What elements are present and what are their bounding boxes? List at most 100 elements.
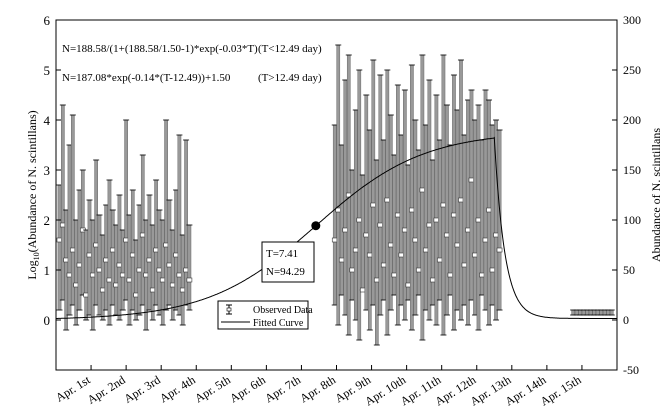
error-bar [371, 59, 376, 306]
error-bar [339, 144, 344, 296]
mean-marker [496, 247, 503, 253]
error-bar [101, 234, 105, 321]
data-point [186, 224, 193, 311]
error-bar [114, 224, 118, 316]
error-bar [406, 164, 411, 301]
y-left-tick-label: 6 [44, 13, 51, 28]
data-point [63, 209, 70, 331]
error-bar [130, 189, 135, 311]
x-tick-label: Apr. 2nd [85, 373, 128, 407]
y-left-tick-label: 1 [44, 263, 51, 278]
y-right-tick-label: 200 [623, 113, 641, 127]
error-bar [57, 184, 62, 311]
y-left-tick-label: 0 [44, 313, 51, 328]
data-point [493, 119, 500, 321]
error-bar [180, 234, 185, 326]
error-bar [154, 179, 158, 306]
x-tick-label: Apr. 15th [538, 373, 584, 409]
error-bar [378, 74, 383, 316]
error-bar [350, 169, 355, 301]
error-bar [364, 94, 369, 311]
inflection-point [311, 221, 321, 231]
error-bar [455, 109, 460, 311]
error-bar [462, 134, 467, 306]
error-bar [438, 139, 442, 301]
data-point [356, 69, 363, 341]
data-point [123, 119, 130, 301]
error-bar [571, 309, 575, 316]
y-left-tick-label: 5 [44, 63, 51, 78]
error-bar [434, 94, 439, 326]
data-point [405, 164, 412, 301]
error-bar [385, 69, 390, 336]
y-right-tick-label: 100 [623, 213, 641, 227]
data-point [608, 309, 615, 316]
data-point [496, 129, 503, 311]
error-bar [599, 309, 604, 316]
error-bar [157, 209, 162, 316]
error-bar [134, 239, 138, 321]
error-bar [483, 89, 488, 311]
error-bar [448, 144, 453, 296]
error-bar [137, 204, 142, 316]
error-bar [167, 199, 172, 306]
error-bar [332, 124, 337, 306]
error-bar [399, 134, 404, 306]
error-bar [353, 109, 358, 321]
error-bar [396, 84, 400, 326]
error-bar [413, 119, 418, 316]
error-bar [441, 54, 446, 336]
error-bar [476, 104, 481, 331]
error-bar [431, 159, 435, 306]
y-left-tick-label: 4 [44, 113, 51, 128]
data-point [394, 84, 401, 326]
data-point [443, 104, 450, 316]
error-bar [61, 104, 65, 301]
data-point [387, 114, 394, 311]
y-right-tick-label: 300 [623, 13, 641, 27]
error-bar [97, 214, 102, 316]
data-point [384, 69, 391, 336]
error-bar [170, 229, 175, 321]
data-point [486, 99, 493, 326]
error-bar [81, 169, 85, 296]
error-bar [473, 119, 477, 316]
y-left-tick-label: 3 [44, 163, 51, 178]
error-bar [187, 224, 192, 311]
error-bar [459, 59, 463, 321]
error-bar [410, 64, 414, 331]
error-bar [84, 229, 88, 321]
error-bar [111, 209, 115, 306]
x-tick-label: Apr. 7th [262, 373, 303, 406]
y-right-tick-label: -50 [623, 363, 639, 377]
data-point [143, 219, 150, 331]
data-point [422, 124, 429, 311]
data-point [380, 139, 387, 301]
error-bar [578, 309, 582, 316]
error-bar [87, 199, 92, 316]
mean-marker [186, 277, 193, 283]
data-point [408, 64, 415, 331]
error-bar [174, 189, 178, 311]
y-right-tick-label: 0 [623, 313, 629, 327]
error-bar [357, 69, 362, 341]
error-bar [77, 189, 82, 311]
error-bar [452, 74, 456, 331]
error-bar [609, 309, 614, 316]
x-tick-label: Apr. 8th [297, 373, 338, 406]
error-bar [147, 194, 152, 311]
error-bar [427, 79, 432, 321]
y-axis-right-label: Abundance of N. scintillans [649, 128, 663, 262]
legend: Observed Data Fitted Curve [217, 300, 313, 330]
data-point [440, 54, 447, 336]
formula-1: N=188.58/(1+(188.58/1.50-1)*exp(-0.03*T) [62, 43, 258, 55]
observed-data-layer [56, 44, 615, 346]
data-point [377, 74, 384, 316]
legend-errorbar-icon [226, 304, 232, 315]
error-bar [417, 149, 421, 296]
legend-box [217, 300, 309, 330]
error-bar [581, 309, 586, 316]
error-bar [107, 179, 112, 326]
error-bar [585, 309, 589, 316]
